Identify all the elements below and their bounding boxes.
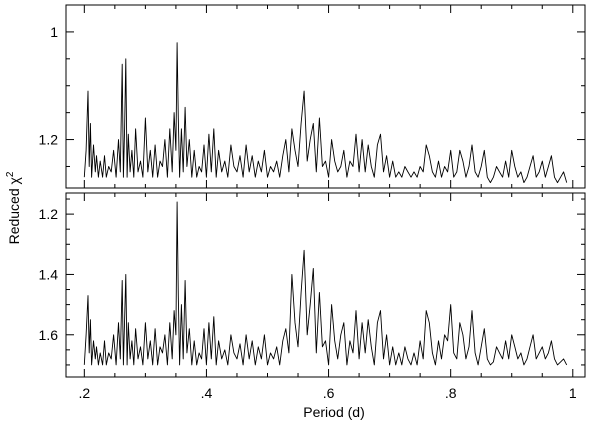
y-axis-label-text: Reduced χ (6, 176, 22, 244)
x-axis-label: Period (d) (303, 404, 364, 420)
bottom-y-tick-label: 1.2 (39, 206, 59, 222)
x-tick-label: .4 (201, 385, 213, 401)
bottom-panel: 1.2 1.4 1.6 (39, 192, 586, 378)
top-panel-frame (65, 4, 586, 189)
y-axis-label: Reduced χ2 (5, 171, 22, 244)
bottom-panel-frame (65, 192, 586, 378)
bottom-y-tick-label: 1.6 (39, 327, 59, 343)
x-tick-label: .8 (445, 385, 457, 401)
bottom-series-line (83, 201, 568, 366)
top-panel: 11.2 (39, 4, 586, 189)
bottom-y-tick-label: 1.4 (39, 266, 59, 282)
top-y-tick-label: 1.2 (39, 132, 59, 148)
x-tick-label: .6 (323, 385, 335, 401)
x-axis-tick-labels: .2 .4 .6 .8 1 (78, 385, 576, 401)
x-tick-label: .2 (78, 385, 90, 401)
top-series-line (83, 42, 568, 184)
top-y-tick-label: 1 (50, 24, 58, 40)
x-tick-label: 1 (569, 385, 577, 401)
y-axis-label-superscript: 2 (5, 171, 16, 177)
